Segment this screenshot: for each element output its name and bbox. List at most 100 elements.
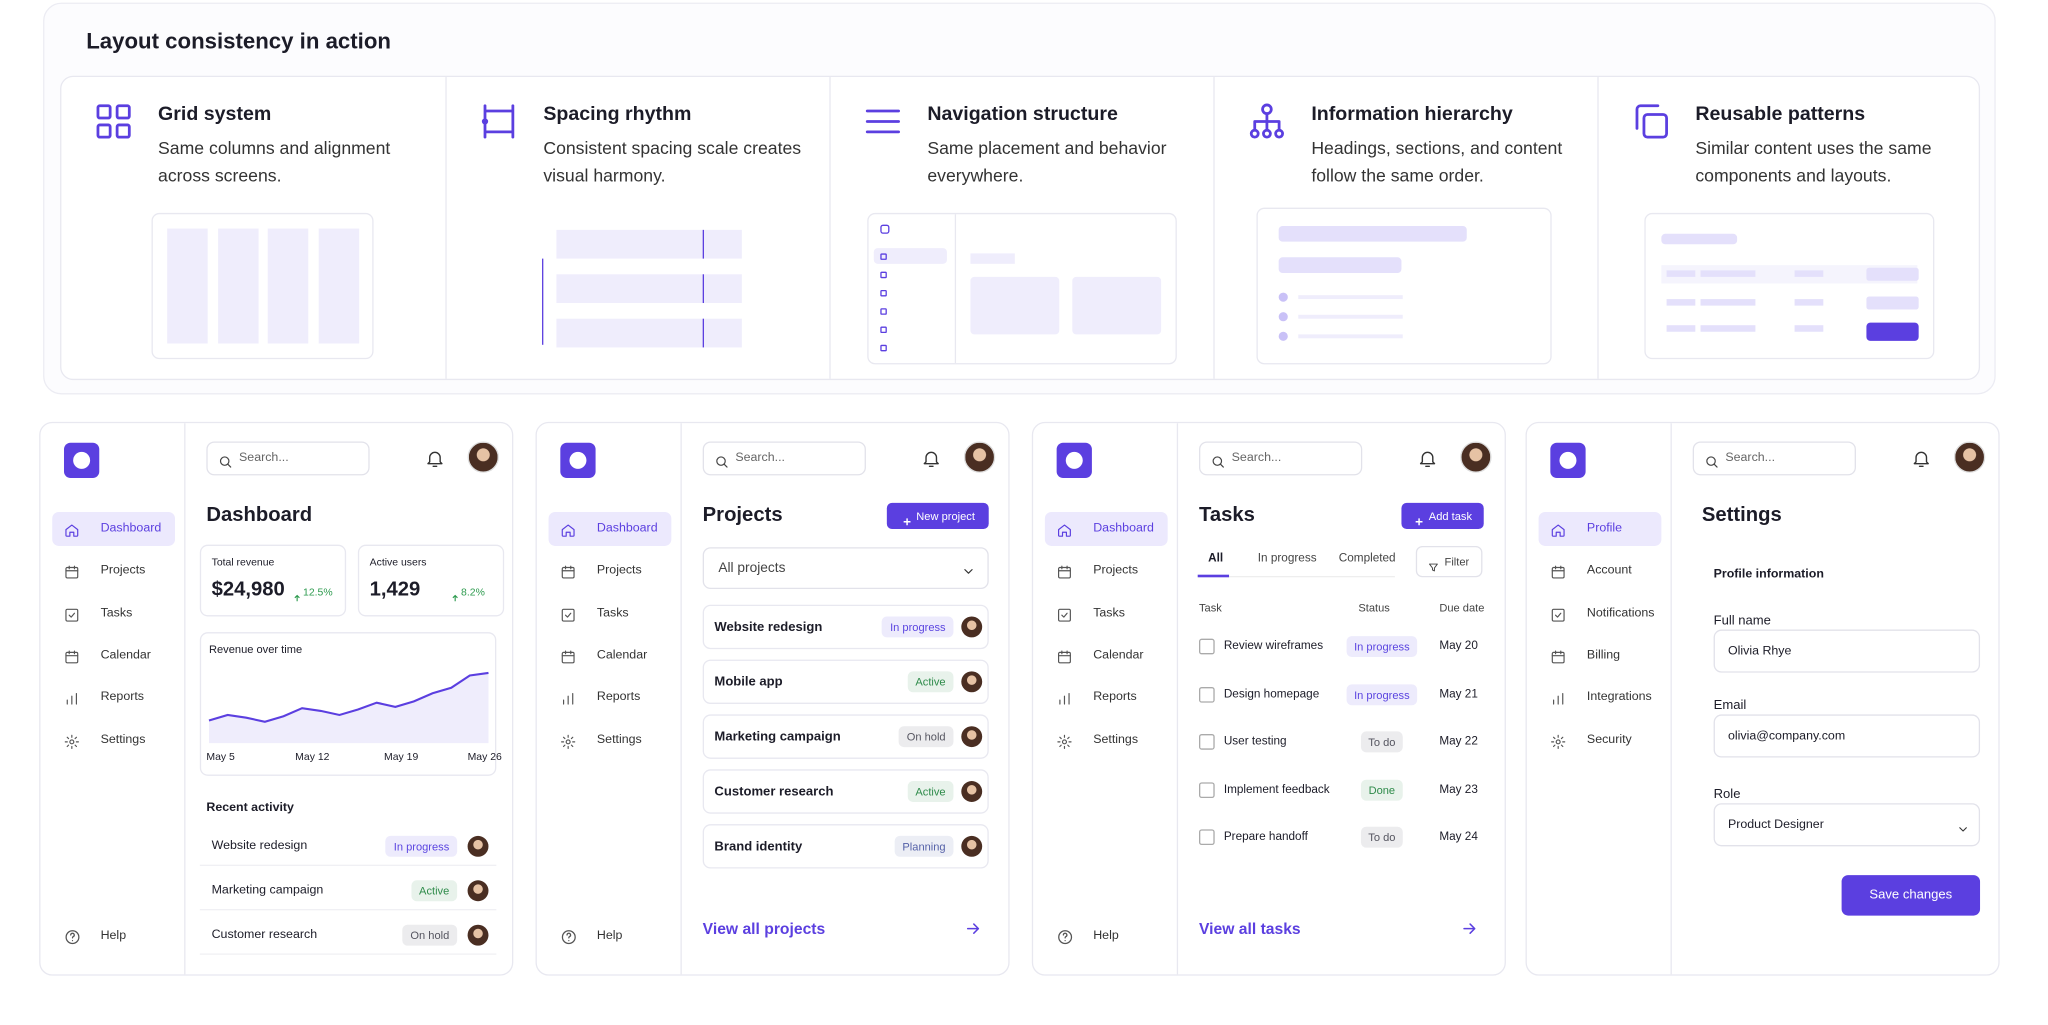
nav-icon [1550,521,1566,537]
nav-item[interactable]: Calendar [1045,639,1168,673]
illustration-shape [1700,299,1756,306]
help-icon [1057,929,1074,946]
up-arrow [451,586,460,602]
tab-underline [1197,574,1230,578]
column-header: Due date [1439,600,1485,614]
page-title: Settings [1701,504,1782,527]
nav-item[interactable]: Dashboard [52,511,176,546]
filter-icon [1428,556,1440,572]
nav-item[interactable]: Projects [52,554,175,588]
nav-item[interactable]: Calendar [52,639,175,673]
nav-item[interactable]: Integrations [1539,681,1662,715]
nav-item[interactable]: Tasks [549,596,672,630]
help-link[interactable]: Help [549,921,672,952]
nav-label: Tasks [596,605,629,620]
icon [96,104,131,139]
app-screen: Dashboard Projects Tasks Calendar Reports Set… [39,421,514,976]
illustration-shape [1644,212,1935,360]
nav-item[interactable]: Reports [549,681,672,715]
nav-icon [1550,605,1566,622]
nav-item[interactable]: Notifications [1539,596,1662,630]
principle-icon [478,101,520,143]
nav-icon [1057,605,1073,622]
nav-item[interactable]: Billing [1539,639,1662,673]
tab[interactable]: Completed [1338,551,1396,565]
nav-item[interactable]: Projects [549,554,672,588]
search-input[interactable]: Search... [1692,441,1856,476]
view-all-link[interactable]: View all tasks [1199,916,1486,942]
filter-label: Filter [1444,555,1470,569]
illustration-shape [880,308,887,315]
illustration-shape [702,318,704,348]
nav-item[interactable]: Projects [1045,554,1168,588]
nav-item[interactable]: Calendar [549,639,672,673]
avatar [467,924,489,945]
nav-icon [1550,563,1566,579]
project-filter[interactable]: All projects [702,547,989,590]
nav-item[interactable]: Reports [52,681,175,715]
nav-item[interactable]: Dashboard [1044,511,1168,546]
help-link[interactable]: Help [1045,921,1168,952]
nav-icon [560,563,576,579]
tab[interactable]: All [1208,551,1224,565]
activity-row[interactable]: Marketing campaign Active [199,871,497,911]
project-row[interactable]: Website redesign In progress [702,604,989,650]
principle-icon [862,101,904,143]
icon [65,608,79,622]
nav-item[interactable]: Profile [1538,511,1662,546]
activity-row[interactable]: Website redesign In progress [199,827,497,866]
search-input[interactable]: Search... [206,441,370,476]
icon [1212,456,1224,468]
save-button[interactable]: Save changes [1841,875,1981,916]
search-input[interactable]: Search... [1198,441,1363,476]
project-row[interactable]: Brand identity Planning [702,824,989,869]
task-checkbox[interactable] [1198,829,1215,846]
nav-item[interactable]: Settings [52,723,175,757]
section-heading: Profile information [1713,566,1824,582]
project-row[interactable]: Customer research Active [702,769,989,814]
role-select[interactable]: Product Designer [1713,803,1981,847]
nav-item[interactable]: Tasks [52,596,175,630]
nav-item[interactable]: Reports [1045,681,1168,715]
avatar [467,441,499,473]
task-checkbox[interactable] [1198,638,1215,655]
x-label: May 12 [295,751,330,763]
up-arrow [293,586,302,602]
notification-bell [921,448,942,469]
icon [1057,734,1072,749]
principle-card: Grid system Same columns and alignment ac… [61,77,445,379]
task-checkbox[interactable] [1198,686,1215,703]
nav-item[interactable]: Settings [1045,723,1168,757]
icon [966,923,980,934]
icon [1551,734,1566,749]
tab[interactable]: In progress [1257,551,1317,565]
illustration-shape [954,214,957,364]
text-input[interactable]: olivia@company.com [1713,714,1981,758]
illustration-shape [1794,299,1824,306]
nav-item[interactable]: Settings [549,723,672,757]
icon [1058,930,1073,945]
project-row[interactable]: Marketing campaign On hold [702,714,989,759]
nav-item[interactable]: Dashboard [548,511,672,546]
project-row[interactable]: Mobile app Active [702,659,989,704]
nav-item[interactable]: Account [1539,554,1662,588]
primary-button[interactable]: New project [886,502,989,529]
text-input[interactable]: Olivia Rhye [1713,629,1981,673]
task-checkbox[interactable] [1198,734,1215,750]
help-link[interactable]: Help [52,921,175,952]
nav-item[interactable]: Tasks [1045,596,1168,630]
illustration-shape [880,253,887,260]
task-checkbox[interactable] [1198,781,1215,798]
icon [65,930,80,945]
primary-button[interactable]: Add task [1401,502,1484,529]
stat-change: 8.2% [451,584,503,602]
search-input[interactable]: Search... [702,441,866,476]
filter-button[interactable]: Filter [1415,545,1483,578]
activity-row[interactable]: Customer research On hold [199,916,497,955]
icon [1249,103,1284,139]
nav-item[interactable]: Security [1539,723,1662,757]
view-all-link[interactable]: View all projects [703,916,990,942]
nav-label: Account [1586,563,1632,578]
stat-label: Active users [369,556,427,569]
plus-icon [901,510,913,525]
